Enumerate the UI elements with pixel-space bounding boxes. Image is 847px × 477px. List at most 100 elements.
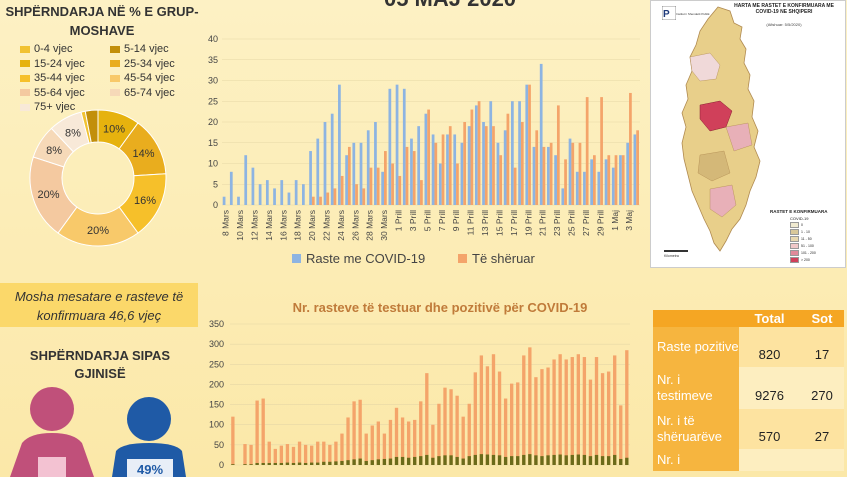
- bar: [279, 462, 284, 465]
- age-legend: 0-4 vjec 5-14 vjec 15-24 vjec 25-34 vjec 35-…: [20, 42, 200, 115]
- bar: [287, 192, 291, 205]
- y-tick-label: 5: [213, 179, 218, 189]
- bar: [251, 167, 255, 205]
- bar: [590, 159, 594, 205]
- x-tick-label: 29 Prill: [595, 210, 605, 236]
- bar: [588, 379, 593, 465]
- bar: [285, 444, 290, 465]
- bar: [294, 180, 298, 205]
- bar: [303, 444, 308, 465]
- bar: [388, 458, 393, 465]
- map-legend-swatch: [790, 236, 799, 242]
- age-legend-item: 55-64 vjec: [20, 86, 110, 101]
- average-age-box: Mosha mesatare e rasteve të konfirmuara …: [0, 283, 198, 327]
- y-tick-label: 20: [208, 117, 218, 127]
- bar: [621, 155, 625, 205]
- x-tick-label: 23 Prill: [552, 210, 562, 236]
- bar: [629, 92, 632, 205]
- bar: [381, 171, 385, 205]
- bar: [582, 454, 587, 465]
- bar: [355, 184, 358, 205]
- bar: [280, 180, 284, 205]
- bar: [425, 373, 429, 465]
- stats-row: Nr. i: [653, 449, 844, 471]
- legend-label: Të shëruar: [472, 251, 536, 266]
- bar: [249, 444, 253, 465]
- bar: [346, 417, 350, 465]
- bar: [496, 142, 500, 205]
- map-legend-item: > 200: [790, 257, 810, 263]
- map-date: (Afishuar: 5/5/2020): [766, 22, 802, 27]
- map-scale-text: Kilometra: [664, 254, 679, 258]
- map-legend-label: 11 - 50: [801, 237, 812, 241]
- map-legend-swatch: [790, 250, 799, 256]
- x-tick-label: 1 Prill: [394, 210, 404, 231]
- stats-row-total: 9276: [739, 367, 800, 409]
- bar: [510, 456, 514, 465]
- stats-row: Nr. i testimeve 9276 270: [653, 367, 844, 409]
- bar: [431, 457, 435, 465]
- bar: [491, 454, 496, 465]
- bar: [417, 126, 421, 205]
- bar: [503, 398, 508, 465]
- y-tick-label: 40: [208, 34, 218, 44]
- bar: [310, 462, 314, 465]
- bar: [400, 417, 405, 465]
- bar: [441, 134, 445, 205]
- stats-header-row: Total Sot: [653, 310, 844, 327]
- bar: [570, 357, 574, 465]
- bar: [412, 151, 416, 205]
- x-tick-label: 1 Maj: [610, 210, 620, 231]
- bar: [431, 424, 435, 465]
- bar: [532, 146, 536, 205]
- bar: [520, 122, 524, 205]
- bar: [340, 433, 344, 465]
- age-legend-label: 65-74 vjec: [124, 86, 175, 99]
- bar: [489, 101, 493, 205]
- y-tick-label: 0: [219, 460, 224, 470]
- x-tick-label: 27 Prill: [581, 210, 591, 236]
- age-legend-swatch: [20, 74, 30, 82]
- bar: [443, 455, 447, 465]
- age-legend-swatch: [110, 45, 120, 53]
- y-tick-label: 35: [208, 55, 218, 65]
- bar: [522, 355, 526, 465]
- bar: [597, 171, 601, 205]
- x-tick-label: 3 Prill: [408, 210, 418, 231]
- bar: [477, 101, 481, 205]
- isp-logo-icon: P: [662, 6, 676, 20]
- age-legend-label: 0-4 vjec: [34, 43, 73, 56]
- age-legend-swatch: [20, 89, 30, 97]
- bar: [443, 387, 447, 465]
- bar: [413, 456, 417, 465]
- bar: [485, 454, 490, 465]
- x-tick-label: 8 Mars: [221, 210, 231, 236]
- bar: [345, 155, 348, 205]
- report-date-title: 05 MAJ 2020: [300, 0, 600, 12]
- bar: [510, 383, 514, 465]
- bar: [576, 354, 580, 465]
- region-south: [697, 150, 731, 182]
- bar: [424, 113, 428, 205]
- bar: [400, 456, 405, 465]
- y-tick-label: 200: [209, 379, 224, 389]
- bar: [518, 101, 521, 205]
- bar: [316, 462, 320, 465]
- bar: [467, 456, 471, 465]
- bar: [473, 454, 477, 465]
- bar: [547, 146, 550, 205]
- bar: [334, 441, 338, 465]
- bar: [625, 350, 629, 465]
- bar: [534, 455, 538, 465]
- age-legend-item: 0-4 vjec: [20, 42, 110, 57]
- bar: [258, 184, 262, 205]
- bar: [419, 401, 423, 465]
- isp-logo-text: Instituti i Shendetit Publik: [676, 12, 710, 16]
- map-legend-swatch: [790, 257, 799, 263]
- stats-row: Nr. i të shëruarëve 570 27: [653, 409, 844, 449]
- bar: [588, 456, 593, 465]
- age-legend-item: 25-34 vjec: [110, 57, 200, 72]
- map-legend-swatch: [790, 243, 799, 249]
- bar: [249, 464, 253, 465]
- bar: [473, 372, 477, 465]
